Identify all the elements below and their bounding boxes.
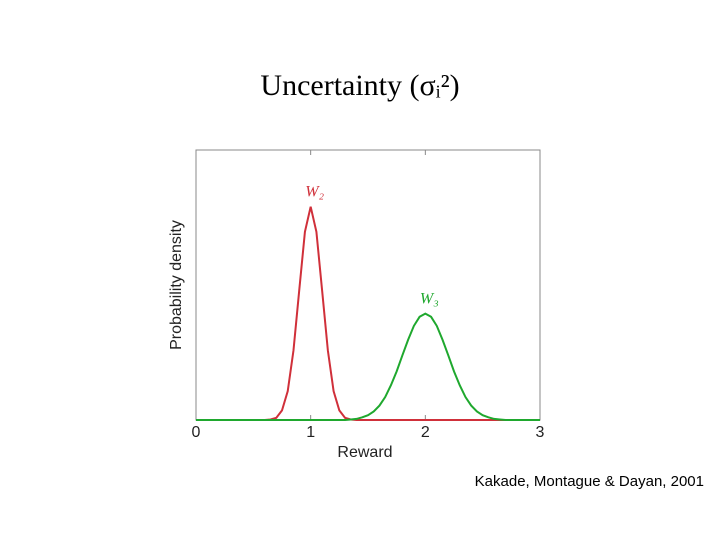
y-axis-label: Probability density <box>168 220 185 350</box>
x-axis-label: Reward <box>337 444 392 461</box>
series-line <box>196 312 540 421</box>
x-tick-label: 3 <box>536 424 545 441</box>
series-label: W₃ <box>420 290 439 307</box>
plot-frame <box>195 149 541 421</box>
series-line <box>196 206 540 421</box>
series-label: W₂ <box>305 183 324 200</box>
x-tick-label: 0 <box>192 424 201 441</box>
x-tick-label: 1 <box>306 424 315 441</box>
x-tick-label: 2 <box>421 424 430 441</box>
source-note: Kakade, Montague & Dayan, 2001 <box>475 473 704 490</box>
chart-title: Uncertainty (σᵢ²) <box>260 69 459 102</box>
